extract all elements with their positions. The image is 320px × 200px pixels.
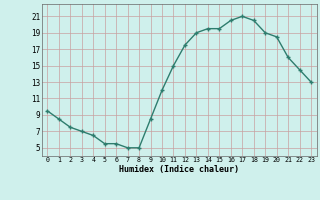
X-axis label: Humidex (Indice chaleur): Humidex (Indice chaleur) — [119, 165, 239, 174]
